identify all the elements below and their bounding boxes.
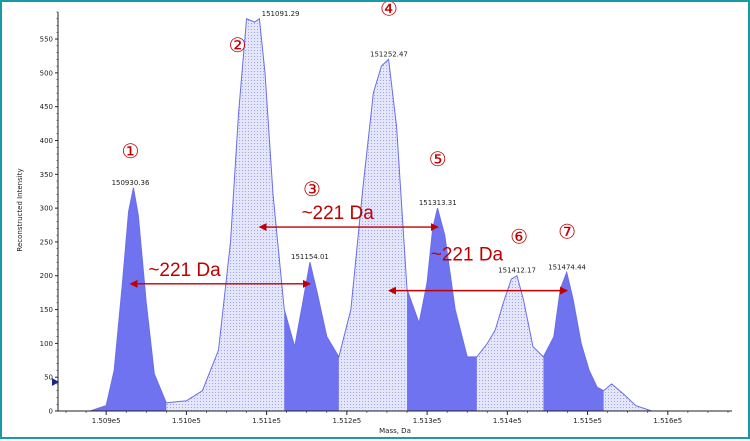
mass-difference-label: ~221 Da [431, 245, 504, 266]
y-tick-label: 300 [40, 205, 53, 213]
x-tick-label: 1.514e5 [493, 417, 522, 425]
peak-index-label: ③ [303, 177, 321, 201]
y-tick-label: 550 [40, 36, 53, 44]
mass-difference-label: ~221 Da [148, 260, 221, 281]
x-tick-label: 1.509e5 [92, 417, 121, 425]
peak-mass-label: 151474.44 [548, 263, 586, 271]
peak-mass-label: 151091.29 [262, 10, 300, 18]
peak-mass-label: 151154.01 [291, 253, 329, 261]
peak-index-label: ④ [380, 2, 398, 20]
shaded-region-4 [543, 272, 604, 411]
peak-mass-label: 151252.47 [370, 50, 408, 58]
x-tick-label: 1.516e5 [653, 417, 682, 425]
y-tick-label: 400 [40, 137, 53, 145]
y-tick-label: 150 [40, 306, 53, 314]
x-tick-label: 1.510e5 [172, 417, 201, 425]
shaded-region-2 [284, 262, 339, 411]
peak-mass-label: 150930.36 [112, 179, 150, 187]
profile-area [58, 18, 732, 411]
peak-mass-label: 151313.31 [419, 199, 457, 207]
plot-area [58, 17, 732, 411]
axes: 0 50 100 150 200 250 300 350 400 450 500 550 1.509e5… [40, 11, 732, 425]
peak-index-label: ⑥ [510, 225, 528, 249]
y-tick-label: 50 [44, 374, 53, 382]
peak-labels: 150930.36 ① 151091.29 ② 151154.01 ③ 151252.47 ④… [112, 2, 587, 275]
mass-difference-label: ~221 Da [301, 203, 374, 224]
peak-mass-label: 151412.17 [498, 267, 536, 275]
peak-index-label: ⑦ [558, 219, 576, 243]
y-axis-label: Reconstructed Intensity [16, 168, 24, 251]
x-tick-label: 1.511e5 [252, 417, 281, 425]
profile-line [58, 17, 732, 411]
y-tick-label: 200 [40, 272, 53, 280]
y-tick-label: 250 [40, 238, 53, 246]
mass-difference-annotations: ~221 Da ~221 Da ~221 Da [129, 203, 569, 295]
y-tick-label: 350 [40, 171, 53, 179]
y-tick-label: 500 [40, 69, 53, 77]
x-tick-label: 1.515e5 [573, 417, 602, 425]
y-tick-label: 0 [49, 408, 53, 416]
y-axis-marker-icon [52, 378, 59, 386]
shaded-region-1 [58, 187, 167, 411]
y-tick-label: 450 [40, 103, 53, 111]
x-tick-label: 1.513e5 [413, 417, 442, 425]
peak-index-label: ⑤ [429, 147, 447, 171]
x-tick-label: 1.512e5 [332, 417, 361, 425]
peak-index-label: ① [122, 139, 140, 163]
x-axis-label: Mass, Da [379, 427, 411, 435]
peak-index-label: ② [229, 33, 247, 57]
y-tick-label: 100 [40, 340, 53, 348]
shaded-region-3 [407, 208, 477, 411]
